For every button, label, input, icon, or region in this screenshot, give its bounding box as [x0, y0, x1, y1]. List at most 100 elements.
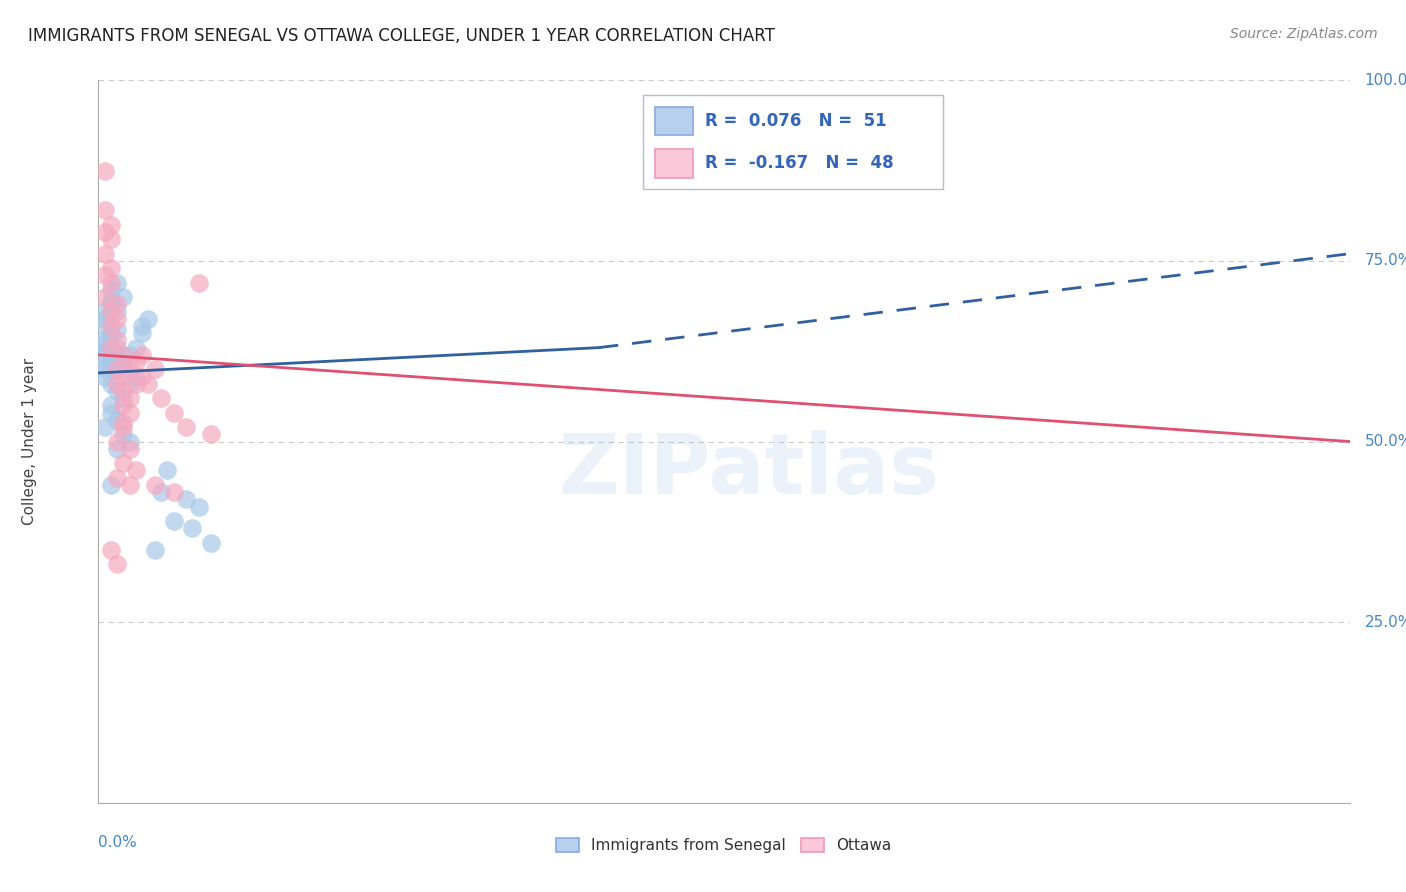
Point [105, 558, 128, 572]
Point [93, 311, 115, 326]
Point [125, 369, 148, 384]
Point [100, 304, 122, 318]
Point [118, 391, 141, 405]
Point [112, 427, 135, 442]
Point [105, 322, 128, 336]
Point [93, 268, 115, 283]
Point [138, 376, 160, 391]
Point [100, 318, 122, 333]
Point [93, 318, 115, 333]
Point [93, 290, 115, 304]
Point [162, 485, 184, 500]
Text: IMMIGRANTS FROM SENEGAL VS OTTAWA COLLEGE, UNDER 1 YEAR CORRELATION CHART: IMMIGRANTS FROM SENEGAL VS OTTAWA COLLEG… [28, 27, 775, 45]
Point [143, 542, 166, 557]
Point [156, 463, 179, 477]
Point [93, 203, 115, 218]
Point [150, 485, 173, 500]
Point [100, 542, 122, 557]
Text: 75.0%: 75.0% [1365, 253, 1406, 268]
Point [112, 417, 135, 431]
Point [93, 163, 115, 178]
Point [100, 276, 122, 290]
Point [93, 337, 115, 351]
Point [93, 246, 115, 260]
Point [112, 355, 135, 369]
Point [125, 376, 148, 391]
Point [187, 276, 209, 290]
Legend: Immigrants from Senegal, Ottawa: Immigrants from Senegal, Ottawa [557, 838, 891, 853]
Point [105, 341, 128, 355]
Point [112, 420, 135, 434]
Point [105, 297, 128, 311]
FancyBboxPatch shape [643, 95, 943, 189]
Point [93, 369, 115, 384]
Point [105, 384, 128, 398]
Point [105, 376, 128, 391]
Point [93, 334, 115, 348]
Text: 0.0%: 0.0% [98, 835, 138, 850]
Text: R =  0.076   N =  51: R = 0.076 N = 51 [706, 112, 887, 130]
Point [143, 362, 166, 376]
Point [105, 334, 128, 348]
Point [105, 413, 128, 427]
Point [118, 442, 141, 456]
Point [93, 420, 115, 434]
Point [100, 478, 122, 492]
Point [112, 398, 135, 412]
Point [105, 442, 128, 456]
Text: Source: ZipAtlas.com: Source: ZipAtlas.com [1230, 27, 1378, 41]
Point [100, 326, 122, 340]
Point [105, 311, 128, 326]
Point [200, 535, 222, 549]
Point [100, 330, 122, 344]
Point [174, 492, 197, 507]
Point [105, 470, 128, 484]
Point [105, 304, 128, 318]
Point [112, 290, 135, 304]
Point [181, 521, 204, 535]
Point [131, 348, 153, 362]
Point [93, 359, 115, 373]
Text: College, Under 1 year: College, Under 1 year [22, 358, 37, 525]
Point [100, 351, 122, 366]
Point [100, 293, 122, 308]
Point [100, 283, 122, 297]
Point [131, 318, 153, 333]
Point [100, 341, 122, 355]
Point [125, 355, 148, 369]
Point [100, 406, 122, 420]
Point [105, 434, 128, 449]
Point [100, 376, 122, 391]
Point [112, 391, 135, 405]
Point [118, 434, 141, 449]
Text: 50.0%: 50.0% [1365, 434, 1406, 449]
Point [118, 478, 141, 492]
Point [174, 420, 197, 434]
Point [93, 225, 115, 239]
Point [93, 348, 115, 362]
Text: R =  -0.167   N =  48: R = -0.167 N = 48 [706, 154, 894, 172]
Text: 25.0%: 25.0% [1365, 615, 1406, 630]
FancyBboxPatch shape [655, 106, 693, 136]
Point [150, 391, 173, 405]
Point [118, 406, 141, 420]
Point [200, 427, 222, 442]
Point [112, 355, 135, 369]
Point [125, 341, 148, 355]
Point [100, 297, 122, 311]
Point [162, 406, 184, 420]
Point [162, 514, 184, 528]
Text: 100.0%: 100.0% [1365, 73, 1406, 87]
Point [100, 232, 122, 246]
Point [118, 348, 141, 362]
Point [112, 456, 135, 470]
Point [125, 463, 148, 477]
Point [118, 362, 141, 376]
Point [100, 398, 122, 412]
Point [105, 362, 128, 376]
Point [93, 362, 115, 376]
Point [112, 384, 135, 398]
Point [93, 304, 115, 318]
Point [105, 276, 128, 290]
Point [131, 369, 153, 384]
